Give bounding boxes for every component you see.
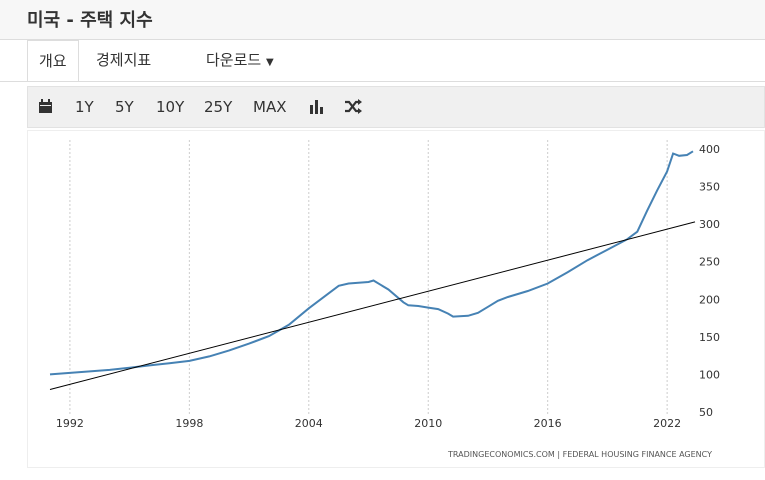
tab[interactable]: 개요 xyxy=(27,40,79,82)
range-button[interactable]: 10Y xyxy=(156,98,185,116)
range-button[interactable]: 1Y xyxy=(75,98,94,116)
tab-label: 다운로드 xyxy=(206,51,262,69)
x-tick-label: 1992 xyxy=(56,417,84,430)
range-button[interactable]: MAX xyxy=(253,98,287,116)
y-tick-label: 150 xyxy=(699,331,720,344)
shuffle-icon[interactable] xyxy=(344,99,362,114)
y-tick-label: 400 xyxy=(699,143,720,156)
toolbar: 1Y 5Y 10Y 25Y MAX xyxy=(27,86,765,128)
y-tick-label: 100 xyxy=(699,368,720,381)
x-tick-label: 2022 xyxy=(653,417,681,430)
page-title: 미국 - 주택 지수 xyxy=(27,10,153,31)
x-tick-label: 2004 xyxy=(295,417,323,430)
range-button[interactable]: 25Y xyxy=(204,98,233,116)
calendar-icon[interactable] xyxy=(38,99,53,114)
y-tick-label: 300 xyxy=(699,218,720,231)
trend-line xyxy=(49,221,696,390)
y-tick-label: 200 xyxy=(699,293,720,306)
bar-icon[interactable] xyxy=(309,99,324,114)
tab[interactable]: 경제지표 xyxy=(96,51,152,69)
x-tick-label: 2016 xyxy=(534,417,562,430)
y-tick-label: 350 xyxy=(699,181,720,194)
divider xyxy=(0,81,765,82)
x-tick-label: 2010 xyxy=(414,417,442,430)
source-note: TRADINGECONOMICS.COM | FEDERAL HOUSING F… xyxy=(447,450,712,459)
x-tick-label: 1998 xyxy=(175,417,203,430)
range-button[interactable]: 5Y xyxy=(115,98,134,116)
header: 미국 - 주택 지수 xyxy=(0,0,765,40)
data-line xyxy=(49,150,694,376)
y-tick-label: 50 xyxy=(699,406,713,419)
tab[interactable]: 다운로드 ▼ xyxy=(206,51,274,69)
y-tick-label: 250 xyxy=(699,256,720,269)
